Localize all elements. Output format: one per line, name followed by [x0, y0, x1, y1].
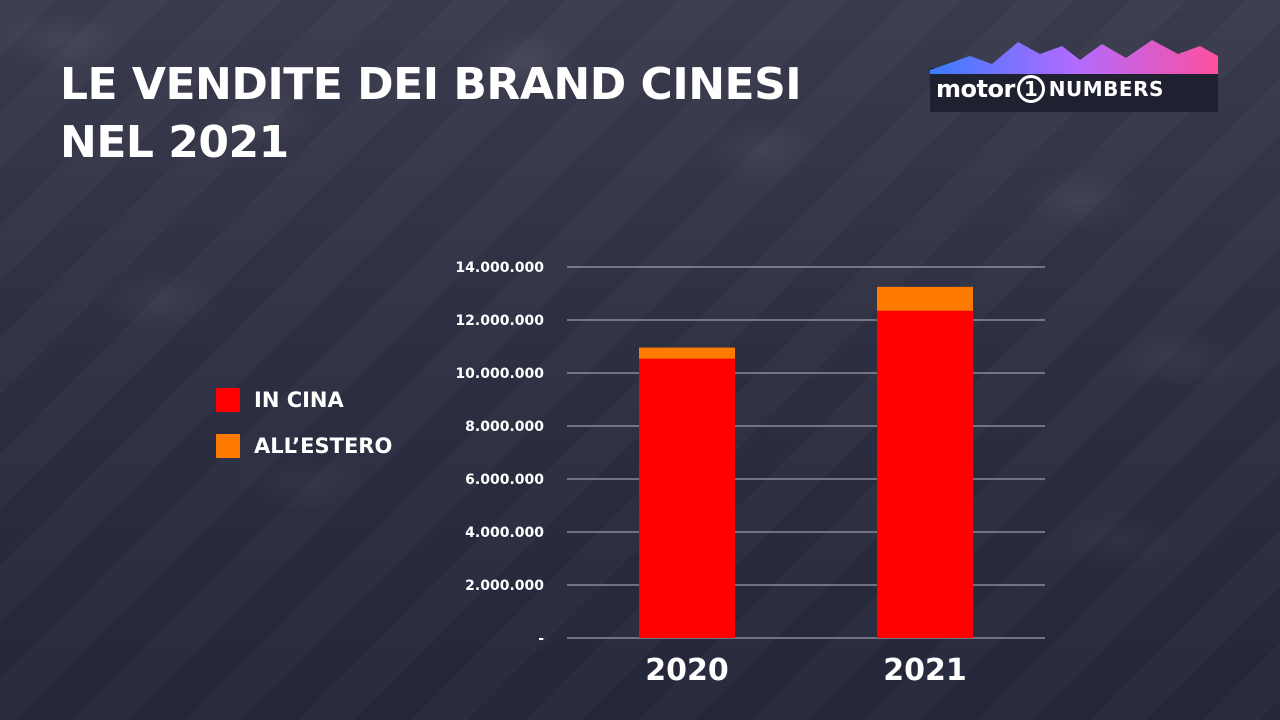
title-line-1: LE VENDITE DEI BRAND CINESI: [60, 59, 802, 110]
logo-motor-text: motor: [936, 75, 1015, 103]
legend-item-in-cina: IN CINA: [216, 388, 392, 412]
legend-label-in-cina: IN CINA: [254, 388, 344, 412]
legend-swatch-in-cina: [216, 388, 240, 412]
logo-one-badge: 1: [1016, 75, 1045, 103]
x-category-label: 2021: [883, 653, 967, 688]
motor1-numbers-logo: [930, 40, 1218, 112]
page-title: LE VENDITE DEI BRAND CINESI NEL 2021: [60, 56, 802, 172]
chart-legend: IN CINA ALL’ESTERO: [216, 388, 392, 480]
bar-estero-2021: [877, 286, 973, 311]
y-tick-label: 6.000.000: [465, 472, 544, 488]
y-tick-label: 2.000.000: [465, 578, 544, 594]
y-tick-label: 14.000.000: [455, 260, 544, 276]
logo-wordmark: motor 1 NUMBERS: [936, 72, 1164, 106]
x-category-label: 2020: [645, 653, 729, 688]
y-tick-label: 10.000.000: [455, 366, 544, 382]
y-tick-label: 4.000.000: [465, 525, 544, 541]
title-line-2: NEL 2021: [60, 117, 289, 168]
legend-label-estero: ALL’ESTERO: [254, 434, 393, 458]
legend-swatch-estero: [216, 434, 240, 458]
y-tick-label: 12.000.000: [455, 313, 544, 329]
y-tick-label: -: [538, 631, 544, 647]
bar-in-cina-2021: [877, 310, 973, 638]
y-tick-label: 8.000.000: [465, 419, 544, 435]
bar-estero-2020: [639, 347, 735, 359]
bar-in-cina-2020: [639, 358, 735, 638]
logo-numbers-text: NUMBERS: [1048, 77, 1164, 101]
legend-item-estero: ALL’ESTERO: [216, 434, 392, 458]
